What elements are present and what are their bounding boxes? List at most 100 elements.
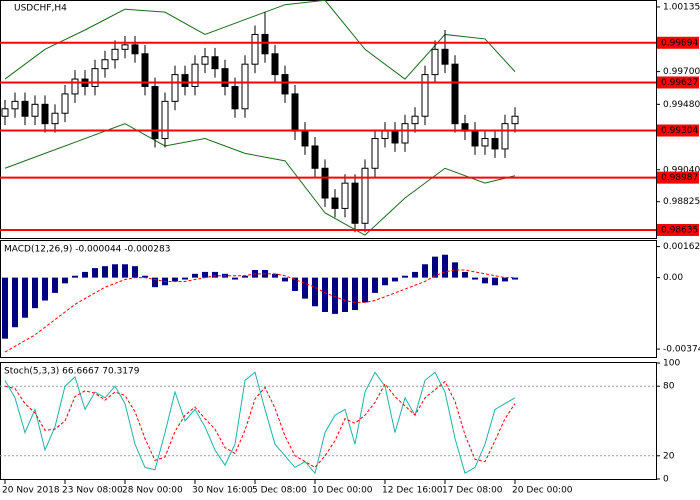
stoch-main	[4, 371, 516, 475]
y-tick-label: 0.99480	[663, 100, 700, 110]
macd-bar	[452, 262, 458, 278]
y-tick-label: 0.001628	[663, 242, 700, 252]
candle-body	[131, 44, 139, 55]
macd-bar	[432, 256, 438, 278]
candle-body	[21, 100, 29, 117]
macd-bar	[372, 277, 378, 293]
candle-body	[141, 53, 149, 87]
level-label: 0.99894	[661, 38, 698, 48]
macd-bar	[62, 277, 68, 284]
macd-bar	[392, 277, 398, 282]
candle-body	[291, 93, 299, 132]
level-tag	[657, 223, 699, 236]
candle-body	[511, 115, 519, 125]
candle-body	[311, 145, 319, 169]
macd-bar	[12, 277, 18, 328]
candle-body	[381, 130, 389, 140]
macd-bar	[52, 277, 58, 293]
macd-bar	[312, 277, 318, 307]
macd-bar	[502, 277, 508, 282]
candle-body	[221, 68, 229, 87]
candle-body	[111, 48, 119, 61]
candle-body	[281, 74, 289, 95]
candle-body	[61, 93, 69, 114]
macd-bar	[442, 254, 448, 278]
macd-bar	[322, 277, 328, 312]
candle-body	[351, 182, 359, 224]
level-label: 0.99304	[661, 126, 698, 136]
x-tick-label: 10 Dec 00:00	[312, 486, 373, 496]
candle-body	[341, 182, 349, 209]
candle-body	[1, 108, 9, 117]
candle-body	[411, 115, 419, 125]
candle-body	[91, 68, 99, 87]
macd-bar	[32, 277, 38, 309]
macd-bar	[292, 277, 298, 291]
candle-body	[231, 85, 239, 110]
candle-body	[321, 167, 329, 199]
macd-bar	[72, 275, 78, 278]
macd-bar	[182, 277, 188, 280]
macd-bar	[192, 273, 198, 278]
macd-bar	[2, 277, 8, 339]
candle-body	[181, 74, 189, 87]
macd-bar	[202, 271, 208, 278]
x-tick-label: 17 Dec 08:00	[442, 486, 503, 496]
level-tag	[657, 124, 699, 137]
level-label: 0.99627	[661, 78, 698, 88]
candle-body	[151, 85, 159, 140]
y-tick-label: 0.98825	[663, 197, 700, 207]
candle-body	[211, 56, 219, 70]
candle-body	[481, 138, 489, 147]
macd-bar	[22, 277, 28, 318]
candle-body	[441, 48, 449, 65]
y-tick-label: 0.00	[663, 273, 683, 283]
macd-bar	[472, 277, 478, 280]
price-panel	[0, 0, 657, 239]
macd-bar	[282, 277, 288, 282]
macd-bar	[462, 271, 468, 278]
y-tick-label: 0.99040	[663, 165, 700, 175]
y-tick-label: 80	[663, 382, 675, 392]
macd-bar	[242, 275, 248, 278]
candle-body	[451, 63, 459, 125]
x-tick-label: 20 Nov 2018	[2, 486, 60, 496]
macd-bar	[382, 277, 388, 286]
x-tick-label: 23 Nov 08:00	[62, 486, 123, 496]
macd-bar	[412, 271, 418, 278]
macd-bar	[172, 277, 178, 282]
macd-bar	[142, 275, 148, 278]
macd-bar	[122, 264, 128, 278]
candle-body	[331, 197, 339, 209]
candle-body	[201, 56, 209, 65]
bollinger-band	[4, 123, 516, 236]
macd-bar	[112, 264, 118, 278]
y-tick-label: 1.00135	[663, 2, 700, 12]
x-tick-label: 20 Dec 00:00	[512, 486, 573, 496]
candle-body	[271, 53, 279, 76]
macd-bar	[302, 277, 308, 299]
candle-body	[121, 44, 129, 50]
macd-bar	[42, 277, 48, 301]
macd-panel	[0, 240, 657, 358]
candle-body	[71, 78, 79, 95]
macd-bar	[102, 266, 108, 278]
x-tick-label: 5 Dec 08:00	[252, 486, 307, 496]
macd-bar	[362, 277, 368, 303]
stoch-title: Stoch(5,3,3) 66.6667 70.3179	[4, 367, 140, 377]
macd-bar	[352, 277, 358, 311]
level-tag	[657, 36, 699, 49]
stoch-panel	[0, 362, 657, 480]
macd-bar	[332, 277, 338, 314]
candle-body	[401, 123, 409, 144]
macd-bar	[482, 277, 488, 284]
level-label: 0.98635	[661, 225, 698, 235]
macd-bar	[82, 271, 88, 278]
macd-bar	[132, 266, 138, 278]
candle-body	[31, 103, 39, 117]
level-label: 0.98987	[661, 173, 698, 183]
candle-body	[191, 63, 199, 87]
candle-body	[251, 33, 259, 65]
candle-body	[501, 123, 509, 150]
